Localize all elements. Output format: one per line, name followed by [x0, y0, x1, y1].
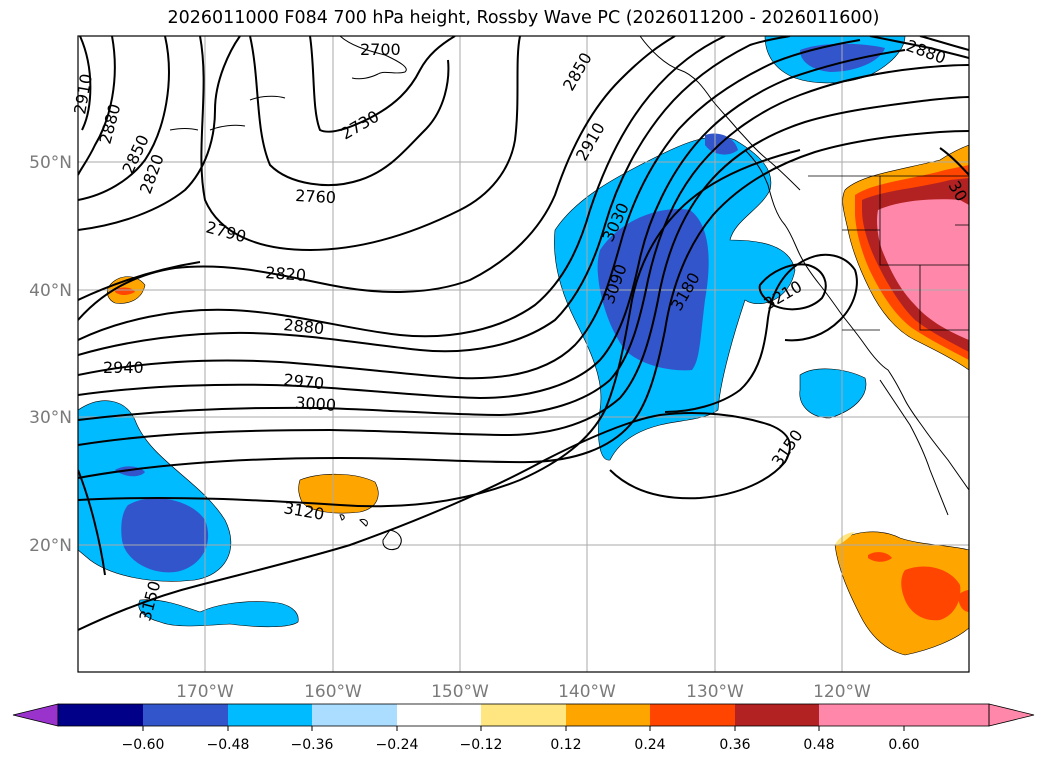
contour-label-2820: 2820: [265, 263, 307, 285]
lon-label-120w: 120°W: [813, 682, 871, 702]
contour-label-2760: 2760: [295, 186, 337, 207]
colorbar-tick-label: −0.24: [376, 737, 419, 753]
colorbar-frame: [57, 703, 990, 727]
colorbar-arrow-right: [988, 703, 1035, 727]
negative-anomaly-small-east: [799, 368, 867, 419]
colorbar-segment: [819, 704, 904, 726]
map-title: 2026011000 F084 700 hPa height, Rossby W…: [167, 8, 880, 28]
positive-anomaly-southeast-pale: [835, 532, 855, 545]
borders: [808, 175, 969, 331]
lat-label-20n: 20°N: [29, 536, 72, 556]
colorbar-segment: [58, 704, 143, 726]
colorbar-segment: [228, 704, 312, 726]
colorbar-segment: [397, 704, 481, 726]
positive-anomaly-southeast: [834, 531, 969, 656]
negative-anomaly-west-core: [121, 498, 209, 573]
positive-anomaly-southeast-core: [901, 566, 961, 621]
contour-label-2970: 2970: [283, 370, 325, 393]
colorbar-tick-label: 0.36: [719, 737, 750, 753]
positive-anomaly-northeast-pink: [877, 199, 969, 340]
colorbar-segment: [904, 704, 989, 726]
longitude-labels: 170°W 160°W 150°W 140°W 130°W 120°W: [176, 682, 871, 702]
colorbar-tick-label: −0.36: [291, 737, 334, 753]
contour-label-2880: 2880: [283, 315, 325, 338]
lon-label-140w: 140°W: [558, 682, 616, 702]
lon-label-150w: 150°W: [431, 682, 489, 702]
colorbar-segment: [735, 704, 819, 726]
latitude-labels: 20°N 30°N 40°N 50°N: [29, 153, 72, 556]
lat-label-40n: 40°N: [29, 281, 72, 301]
map-area: [78, 36, 969, 672]
lon-label-160w: 160°W: [304, 682, 362, 702]
colorbar-tick-label: −0.12: [460, 737, 503, 753]
colorbar-tick-label: 0.60: [888, 737, 919, 753]
colorbar-arrow-left: [12, 703, 59, 727]
positive-anomaly-small-west-core: [115, 287, 135, 295]
lat-label-50n: 50°N: [29, 153, 72, 173]
negative-anomaly-south-strip: [138, 599, 299, 628]
colorbar-tick-label: 0.12: [550, 737, 581, 753]
lon-label-130w: 130°W: [686, 682, 744, 702]
contour-label-3000: 3000: [295, 393, 337, 415]
lat-label-30n: 30°N: [29, 408, 72, 428]
map-frame: [77, 35, 970, 673]
positive-anomaly-southeast-core-small: [868, 552, 892, 562]
height-contours: [78, 36, 969, 631]
colorbar-tick-label: 0.24: [634, 737, 665, 753]
colorbar-segment: [143, 704, 228, 726]
lon-label-170w: 170°W: [176, 682, 234, 702]
colorbar-tick-label: −0.48: [207, 737, 250, 753]
contour-label-2940: 2940: [103, 358, 144, 377]
colorbar-segment: [481, 704, 566, 726]
colorbar-segment: [650, 704, 735, 726]
colorbar-segment: [566, 704, 650, 726]
colorbar-tick-label: 0.48: [803, 737, 834, 753]
map-gridlines: [78, 36, 969, 672]
colorbar-segment: [312, 704, 397, 726]
colorbar-tick-label: −0.60: [122, 737, 165, 753]
contour-label-2700: 2700: [360, 40, 401, 59]
positive-anomaly-southeast-core-edge: [958, 590, 969, 612]
colorbar: −0.60 −0.48 −0.36 −0.24 −0.12 0.12 0.24 …: [12, 703, 1035, 753]
